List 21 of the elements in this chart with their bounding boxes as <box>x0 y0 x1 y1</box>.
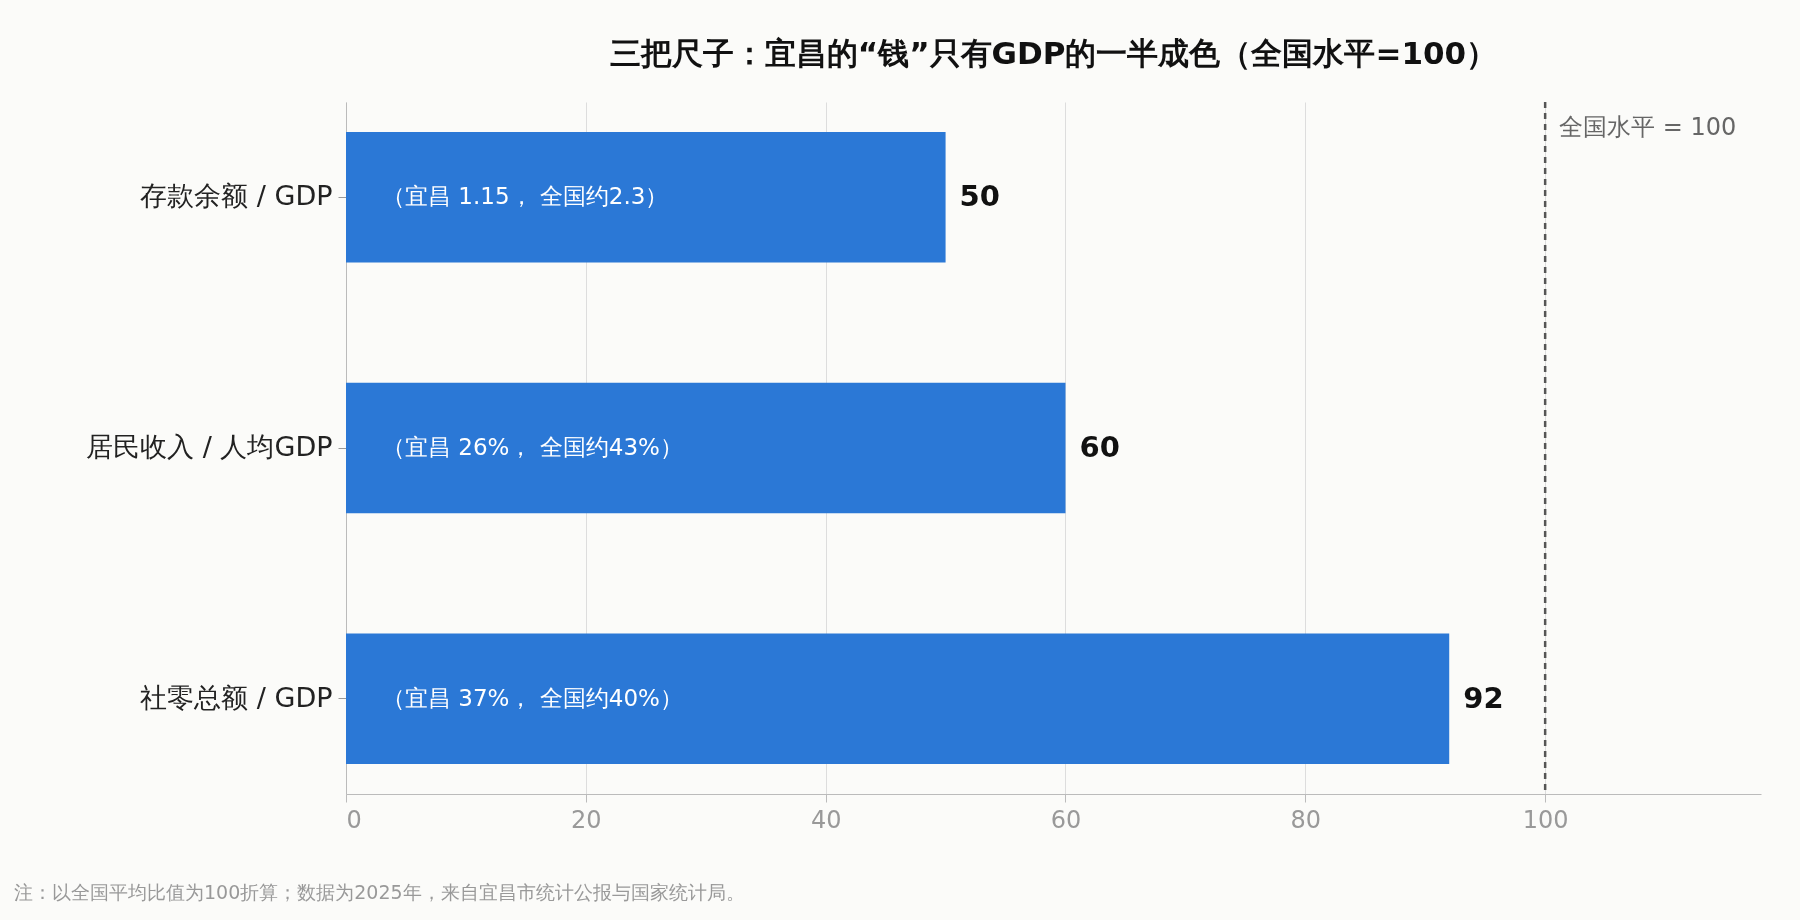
x-tick-label: 20 <box>571 805 602 834</box>
y-tick-label: 存款余额 / GDP <box>140 180 333 212</box>
x-tick-label: 60 <box>1050 805 1082 834</box>
y-tick-label: 居民收入 / 人均GDP <box>86 431 333 462</box>
y-tick-label: 社零总额 / GDP <box>140 681 333 713</box>
data-label: 92 <box>1463 680 1504 715</box>
annotation: （宜昌 26%， 全国约43%） <box>382 434 683 460</box>
annotation: （宜昌 37%， 全国约40%） <box>382 684 683 711</box>
data-label: 60 <box>1079 430 1120 464</box>
annotation: （宜昌 1.15， 全国约2.3） <box>382 183 669 210</box>
data-label: 50 <box>959 179 1000 214</box>
ref-line-label: 全国水平 = 100 <box>1559 113 1737 141</box>
text: 注：以全国平均比值为100折算；数据为2025年，来自宜昌市统计公报与国家统计局。 <box>14 880 745 905</box>
chart-title: 三把尺子：宜昌的“钱”只有GDP的一半成色（全国水平=100） <box>609 34 1498 71</box>
bar <box>346 132 946 263</box>
x-tick-label: 0 <box>346 805 362 834</box>
bar <box>346 633 1450 764</box>
x-tick-label: 80 <box>1290 805 1322 834</box>
bar <box>346 382 1066 514</box>
x-tick-label: 100 <box>1522 805 1569 834</box>
x-tick-label: 40 <box>810 805 842 834</box>
